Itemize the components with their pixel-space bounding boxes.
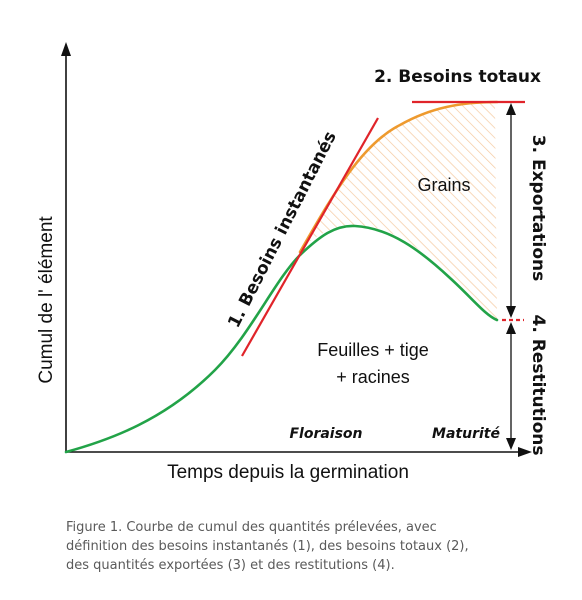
caption-line-1: Figure 1. Courbe de cumul des quantités … (66, 520, 437, 535)
floraison-label: Floraison (289, 426, 362, 442)
exportations-arrow-head-top (506, 103, 516, 115)
exportations-label: 3. Exportations (528, 135, 548, 281)
vegetative-uptake-curve (64, 224, 499, 454)
caption-line-3: des quantités exportées (3) et des resti… (66, 558, 395, 573)
x-axis-arrow (518, 447, 532, 457)
caption-line-2: définition des besoins instantanés (1), … (66, 539, 469, 554)
instantaneous-needs-tangent (241, 117, 379, 357)
exportations-arrow-head-bottom (506, 306, 516, 318)
restitutions-arrow-head-bottom (506, 438, 516, 450)
figure-caption: Figure 1. Courbe de cumul des quantités … (66, 518, 566, 575)
grains-label: Grains (417, 175, 470, 195)
racines-label: + racines (336, 367, 410, 387)
y-axis-arrow (61, 42, 71, 56)
grains-hatched-area (300, 102, 497, 320)
restitutions-label: 4. Restitutions (528, 315, 548, 456)
cumulative-uptake-diagram: Cumul de l' élément Temps depuis la germ… (36, 42, 548, 483)
besoins-totaux-label: 2. Besoins totaux (374, 67, 541, 87)
x-axis-label: Temps depuis la germination (167, 462, 409, 483)
y-axis-label: Cumul de l' élément (36, 216, 57, 384)
maturite-label: Maturité (432, 426, 500, 442)
feuilles-tige-label: Feuilles + tige (317, 340, 429, 360)
restitutions-arrow-head-top (506, 322, 516, 334)
